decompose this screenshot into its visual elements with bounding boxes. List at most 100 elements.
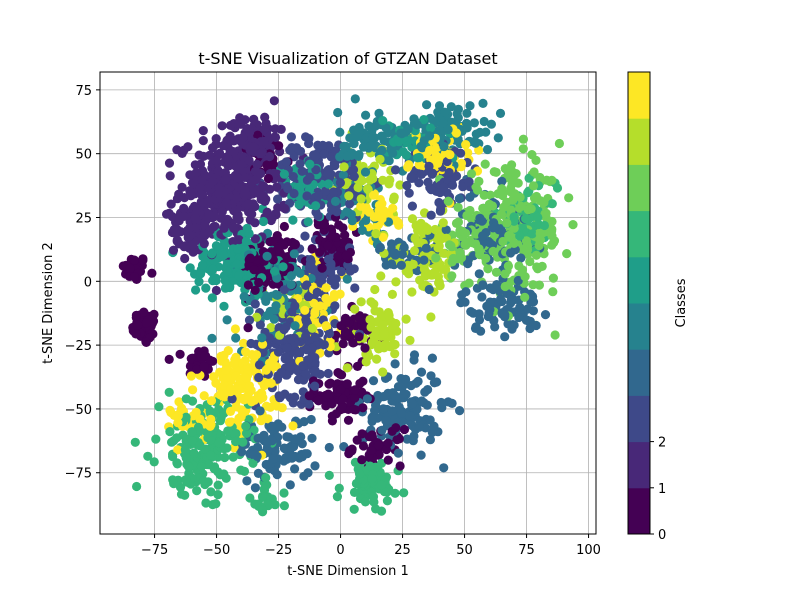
- scatter-point: [490, 222, 500, 232]
- scatter-point: [392, 435, 402, 445]
- scatter-point: [537, 261, 547, 271]
- scatter-point: [439, 182, 449, 193]
- scatter-point: [431, 253, 441, 263]
- scatter-point: [205, 406, 215, 416]
- scatter-point: [319, 219, 330, 229]
- scatter-point: [211, 285, 221, 296]
- x-tick-label: 100: [576, 543, 601, 558]
- colorbar-segment: [628, 118, 650, 165]
- scatter-point: [184, 462, 194, 472]
- scatter-point: [214, 438, 224, 448]
- scatter-point: [424, 284, 434, 295]
- scatter-point: [320, 186, 330, 196]
- scatter-point: [420, 271, 430, 281]
- colorbar-frame: [627, 71, 651, 535]
- scatter-point: [256, 265, 266, 275]
- scatter-point: [385, 175, 395, 185]
- scatter-point: [539, 197, 549, 208]
- scatter-point: [393, 448, 403, 458]
- scatter-point: [354, 151, 364, 161]
- scatter-point: [460, 297, 470, 307]
- scatter-point: [404, 188, 414, 198]
- scatter-point: [215, 390, 225, 400]
- scatter-point: [382, 496, 392, 506]
- scatter-point: [260, 196, 270, 206]
- scatter-point: [407, 399, 418, 409]
- scatter-point: [221, 198, 232, 208]
- scatter-point: [390, 349, 400, 359]
- y-tick-label: 0: [84, 275, 92, 290]
- scatter-point: [344, 449, 354, 459]
- scatter-point: [172, 458, 182, 468]
- scatter-point: [436, 204, 446, 214]
- scatter-point: [356, 297, 366, 307]
- x-tick-label: −75: [141, 543, 168, 558]
- scatter-point: [511, 169, 521, 179]
- scatter-point: [442, 156, 452, 167]
- scatter-point: [242, 476, 252, 486]
- scatter-point: [520, 292, 530, 302]
- scatter-point: [378, 320, 388, 330]
- scatter-point: [419, 264, 429, 274]
- scatter-point: [554, 138, 565, 149]
- scatter-point: [279, 443, 289, 453]
- scatter-point: [518, 134, 529, 144]
- scatter-point: [268, 454, 278, 464]
- scatter-point: [255, 320, 265, 330]
- scatter-point: [303, 217, 313, 227]
- scatter-point: [379, 206, 389, 216]
- scatter-point: [427, 353, 437, 363]
- scatter-point: [475, 127, 485, 137]
- colorbar-segment: [628, 164, 650, 212]
- scatter-point: [401, 127, 411, 137]
- scatter-point: [246, 208, 256, 218]
- scatter-point: [539, 220, 550, 231]
- scatter-point: [213, 490, 223, 500]
- scatter-point: [272, 470, 282, 480]
- scatter-point: [462, 210, 472, 221]
- scatter-point: [311, 151, 321, 161]
- scatter-point: [244, 381, 254, 391]
- scatter-point: [457, 226, 467, 236]
- scatter-point: [154, 402, 164, 412]
- scatter-point: [493, 133, 503, 143]
- scatter-point: [506, 248, 516, 258]
- scatter-point: [254, 360, 265, 370]
- scatter-point: [381, 415, 391, 426]
- scatter-point: [192, 486, 202, 496]
- scatter-point: [422, 100, 432, 110]
- scatter-point: [191, 407, 201, 417]
- scatter-point: [456, 158, 467, 168]
- scatter-point: [288, 452, 298, 463]
- colorbar-tick-label: 1: [658, 482, 666, 497]
- scatter-point: [211, 155, 221, 165]
- scatter-point: [310, 461, 320, 471]
- scatter-point: [416, 450, 426, 460]
- scatter-point: [395, 461, 405, 471]
- scatter-point: [348, 165, 359, 175]
- scatter-point: [299, 471, 309, 481]
- scatter-point: [376, 271, 386, 281]
- scatter-point: [482, 144, 493, 155]
- scatter-point: [302, 280, 312, 290]
- scatter-point: [179, 203, 189, 213]
- scatter-point: [414, 422, 424, 432]
- scatter-point: [379, 329, 389, 339]
- scatter-point: [521, 214, 531, 224]
- scatter-point: [421, 243, 431, 253]
- scatter-point: [403, 162, 413, 172]
- scatter-point: [407, 287, 417, 297]
- scatter-point: [302, 191, 312, 201]
- scatter-point: [321, 321, 331, 331]
- scatter-point: [252, 159, 262, 169]
- scatter-point: [523, 188, 533, 198]
- scatter-point: [399, 424, 410, 435]
- scatter-point: [307, 433, 317, 443]
- scatter-point: [164, 354, 174, 364]
- scatter-point: [205, 421, 215, 431]
- scatter-point: [505, 163, 515, 174]
- scatter-point: [169, 479, 179, 489]
- scatter-point: [377, 145, 387, 155]
- scatter-point: [338, 394, 348, 404]
- scatter-point: [474, 269, 484, 279]
